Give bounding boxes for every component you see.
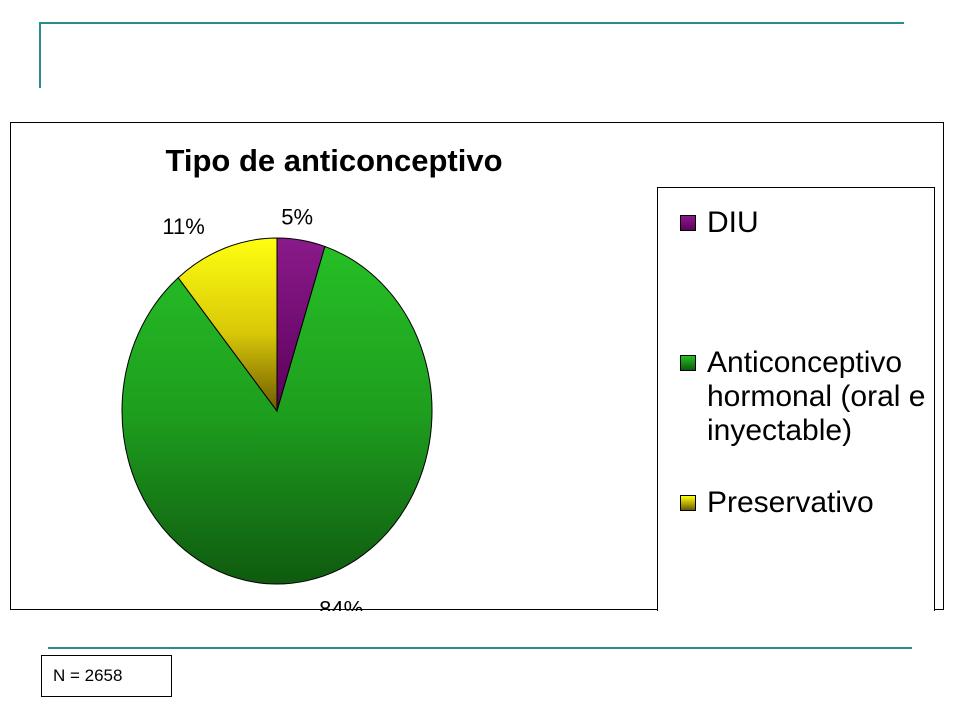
legend-label-diu: DIU (707, 206, 759, 239)
sample-size-note: N = 2658 (41, 655, 172, 697)
bottom-decor-line (48, 647, 912, 649)
chart-frame: Tipo de anticonceptivo 5% 84% 11% DIU Anti… (10, 122, 944, 611)
chart-title: Tipo de anticonceptivo (165, 143, 503, 178)
pie-slice-preservativo (177, 237, 278, 413)
left-decor-line (39, 22, 41, 88)
pct-label-hormonal: 84% (319, 596, 363, 611)
pct-label-diu: 5% (281, 204, 313, 229)
legend-label-hormonal: Anticonceptivo hormonal (oral e inyectab… (707, 346, 926, 447)
legend-item-hormonal: Anticonceptivo hormonal (oral e inyectab… (680, 346, 937, 448)
legend: DIU Anticonceptivo hormonal (oral e inye… (657, 187, 935, 611)
legend-swatch-preservativo (680, 495, 696, 511)
pie-slice-hormonal (121, 245, 433, 585)
legend-label-preservativo: Preservativo (707, 486, 874, 519)
top-decor-line (40, 22, 904, 24)
pie-chart: 5% 84% 11% (121, 204, 433, 611)
legend-swatch-diu (680, 215, 696, 231)
pct-label-preservativo: 11% (162, 214, 204, 239)
legend-item-preservativo: Preservativo (680, 486, 937, 520)
legend-item-diu: DIU (680, 206, 937, 240)
legend-swatch-hormonal (680, 355, 696, 371)
